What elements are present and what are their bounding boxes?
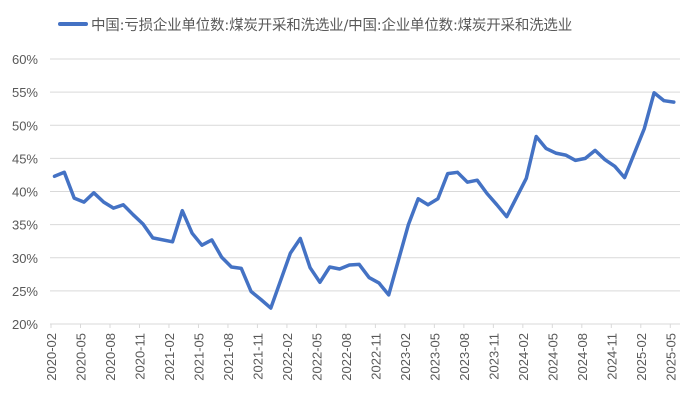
x-tick-label: 2024-11 [604,333,619,380]
x-tick-label: 2021-11 [250,333,265,380]
x-tick-label: 2022-05 [309,333,324,381]
x-tick-label: 2020-05 [73,333,88,381]
x-tick-label: 2021-08 [221,333,236,381]
y-tick-label: 25% [12,284,38,299]
y-tick-label: 35% [12,218,38,233]
x-tick-label: 2023-08 [457,333,472,381]
y-axis: 20% 25% 30% 35% 40% 45% 50% 55% 60% [12,52,38,332]
y-tick-label: 40% [12,185,38,200]
y-tick-label: 20% [12,317,38,332]
x-tick-label: 2023-02 [398,333,413,381]
x-tick-label: 2025-02 [634,333,649,381]
data-series [52,91,676,310]
y-tick-label: 30% [12,251,38,266]
x-tick-label: 2020-08 [103,333,118,381]
x-tick-label: 2024-02 [516,333,531,381]
x-tick-label: 2022-08 [339,333,354,381]
legend: 中国:亏损企业单位数:煤炭开采和洗选业/中国:企业单位数:煤炭开采和洗选业 [58,12,572,36]
x-tick-label: 2020-02 [44,333,59,381]
x-tick-label: 2025-05 [663,333,678,381]
x-axis: 2020-02 2020-05 2020-08 2020-11 2021-02 2021-… [44,323,680,381]
gridlines [50,58,680,292]
x-tick-label: 2022-11 [368,333,383,380]
x-tick-label: 2024-05 [545,333,560,381]
x-tick-label: 2021-05 [191,333,206,381]
x-tick-label: 2023-11 [486,333,501,380]
series-line [52,91,676,310]
y-tick-label: 55% [12,85,38,100]
y-tick-label: 50% [12,118,38,133]
x-tick-label: 2020-11 [132,333,147,380]
y-tick-label: 45% [12,151,38,166]
x-tick-label: 2022-02 [280,333,295,381]
x-tick-label: 2021-02 [162,333,177,381]
y-tick-label: 60% [12,52,38,67]
legend-label: 中国:亏损企业单位数:煤炭开采和洗选业/中国:企业单位数:煤炭开采和洗选业 [91,17,573,34]
x-tick-label: 2024-08 [575,333,590,381]
legend-line-swatch-icon [58,22,88,26]
x-tick-label: 2023-05 [427,333,442,381]
